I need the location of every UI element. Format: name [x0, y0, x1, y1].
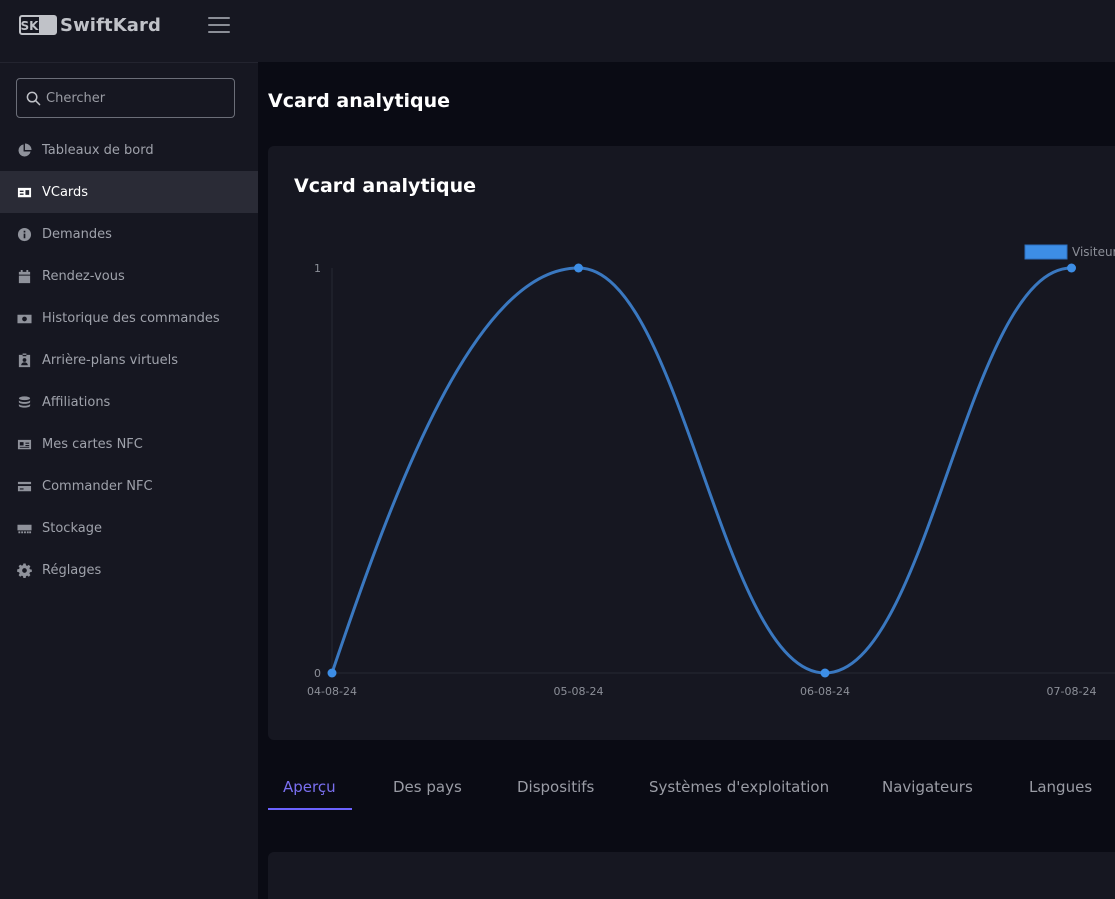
sidebar-item-label: Demandes	[42, 226, 112, 242]
search-box	[16, 78, 235, 118]
legend-label[interactable]: Visiteurs	[1072, 245, 1115, 259]
gear-icon	[16, 562, 32, 578]
active-tab-indicator	[268, 808, 352, 810]
memory-icon	[16, 520, 32, 536]
id-badge-icon	[16, 352, 32, 368]
sidebar-item-label: Stockage	[42, 520, 102, 536]
vcard-icon	[16, 436, 32, 452]
id-card-icon	[16, 184, 32, 200]
line-chart: 0 1 04-08-24 05-08-24 06-08-24 07-08-24 Visi…	[307, 244, 1115, 698]
card-title: Vcard analytique	[294, 175, 477, 197]
sidebar-item-appointments[interactable]: Rendez-vous	[0, 255, 258, 297]
series-line	[330, 266, 1072, 675]
search-icon	[26, 91, 41, 105]
info-circle-icon	[16, 226, 32, 242]
tab-countries[interactable]: Des pays	[393, 778, 462, 796]
sidebar-item-label: Réglages	[42, 562, 102, 578]
sidebar-item-label: VCards	[42, 184, 89, 200]
x-tick-label: 06-08-24	[800, 685, 850, 698]
pie-chart-icon	[16, 142, 32, 158]
data-point[interactable]	[820, 668, 830, 678]
brand-logo-text: SK	[21, 19, 40, 33]
sidebar-item-settings[interactable]: Réglages	[0, 549, 258, 591]
tab-content-card	[268, 852, 1115, 899]
data-point[interactable]	[574, 263, 583, 273]
sidebar-item-storage[interactable]: Stockage	[0, 507, 258, 549]
search-input[interactable]	[46, 90, 226, 106]
tab-languages[interactable]: Langues	[1029, 778, 1093, 796]
analytics-tabs: Aperçu Des pays Dispositifs Systèmes d'e…	[268, 766, 1115, 810]
data-point[interactable]	[1067, 263, 1076, 273]
money-bill-icon	[16, 310, 32, 326]
menu-toggle-icon[interactable]	[208, 17, 230, 35]
page-title: Vcard analytique	[268, 90, 451, 112]
tab-browsers[interactable]: Navigateurs	[882, 778, 973, 796]
tab-operating-systems[interactable]: Systèmes d'exploitation	[649, 778, 830, 796]
x-tick-label: 05-08-24	[554, 685, 604, 698]
sidebar-item-order-history[interactable]: Historique des commandes	[0, 297, 258, 339]
brand-logo-icon: SK	[19, 15, 57, 35]
sidebar: Tableaux de bord VCards Demandes Rendez-…	[0, 62, 258, 899]
calendar-icon	[16, 268, 32, 284]
sidebar-item-vcards[interactable]: VCards	[0, 171, 258, 213]
sidebar-item-label: Rendez-vous	[42, 268, 125, 284]
tab-overview[interactable]: Aperçu	[283, 778, 336, 796]
sidebar-item-my-nfc-cards[interactable]: Mes cartes NFC	[0, 423, 258, 465]
x-tick-label: 07-08-24	[1047, 685, 1097, 698]
sidebar-item-label: Affiliations	[42, 394, 111, 410]
brand[interactable]: SK SwiftKard	[19, 13, 161, 37]
sidebar-item-label: Tableaux de bord	[42, 142, 154, 158]
credit-card-icon	[16, 478, 32, 494]
sidebar-item-label: Arrière-plans virtuels	[42, 352, 179, 368]
sidebar-item-order-nfc[interactable]: Commander NFC	[0, 465, 258, 507]
y-tick-label: 1	[314, 262, 321, 275]
y-tick-label: 0	[314, 667, 321, 680]
sidebar-item-label: Mes cartes NFC	[42, 436, 143, 452]
top-bar: SK SwiftKard	[0, 0, 1115, 62]
brand-name: SwiftKard	[60, 14, 161, 36]
tab-devices[interactable]: Dispositifs	[517, 778, 595, 796]
legend-swatch[interactable]	[1024, 244, 1068, 260]
x-tick-label: 04-08-24	[307, 685, 357, 698]
data-point[interactable]	[327, 668, 337, 678]
sidebar-item-virtual-backgrounds[interactable]: Arrière-plans virtuels	[0, 339, 258, 381]
sidebar-item-dashboard[interactable]: Tableaux de bord	[0, 129, 258, 171]
sidebar-item-affiliations[interactable]: Affiliations	[0, 381, 258, 423]
sidebar-item-label: Historique des commandes	[42, 310, 220, 326]
sidebar-item-label: Commander NFC	[42, 478, 153, 494]
analytics-card: Vcard analytique 0 1 04-08-24 05-08-24 06-0…	[268, 146, 1115, 740]
sidebar-menu: Tableaux de bord VCards Demandes Rendez-…	[0, 129, 258, 591]
coins-icon	[16, 394, 32, 410]
sidebar-item-requests[interactable]: Demandes	[0, 213, 258, 255]
